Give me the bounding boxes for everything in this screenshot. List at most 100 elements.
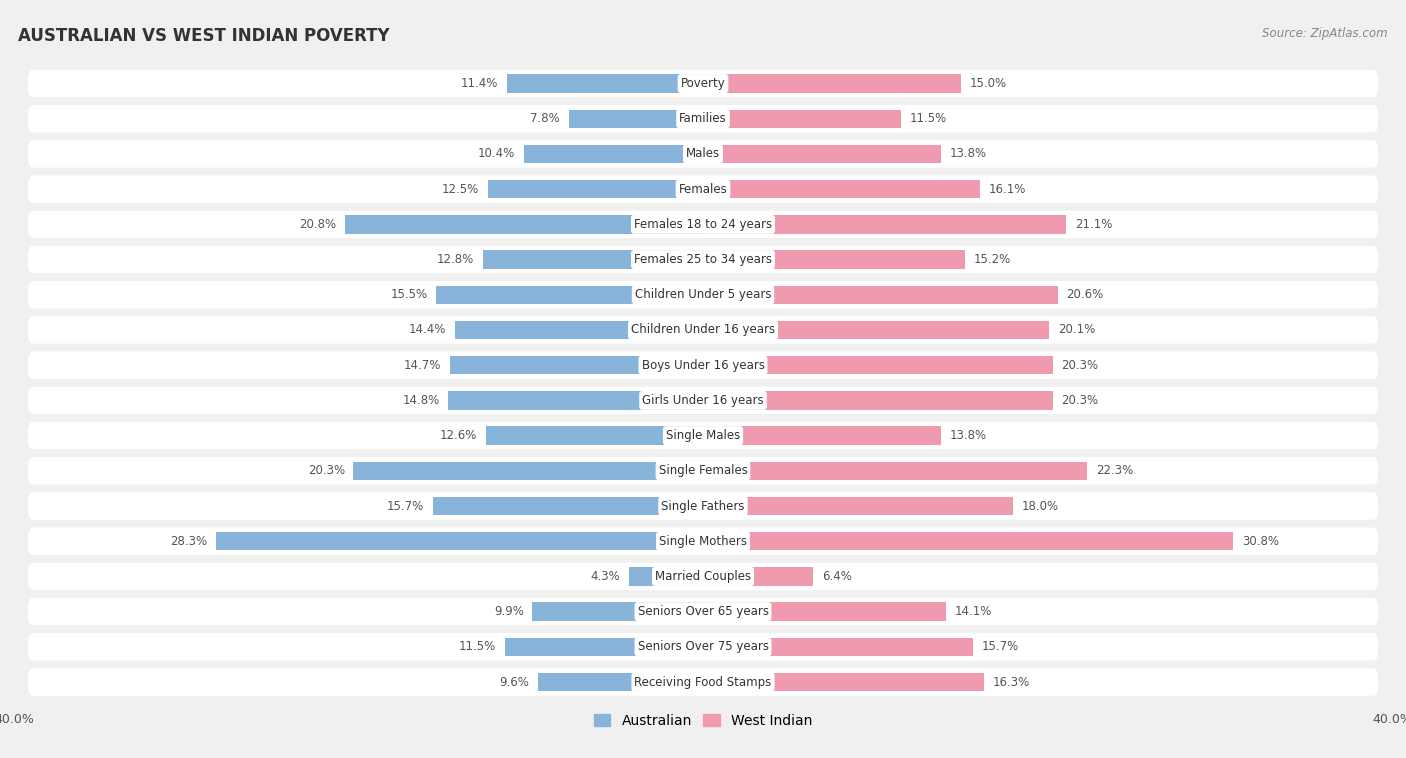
Bar — [450, 356, 703, 374]
Text: 22.3%: 22.3% — [1095, 465, 1133, 478]
Text: 9.9%: 9.9% — [494, 605, 524, 618]
Bar — [449, 391, 703, 409]
Text: 10.4%: 10.4% — [478, 148, 515, 161]
Bar — [436, 286, 703, 304]
Text: 11.5%: 11.5% — [460, 641, 496, 653]
FancyBboxPatch shape — [28, 387, 1378, 414]
FancyBboxPatch shape — [28, 598, 1378, 625]
Bar — [533, 603, 703, 621]
Text: Males: Males — [686, 148, 720, 161]
Text: 12.5%: 12.5% — [441, 183, 479, 196]
Text: 18.0%: 18.0% — [1022, 500, 1059, 512]
Text: 11.5%: 11.5% — [910, 112, 946, 125]
Text: 14.1%: 14.1% — [955, 605, 991, 618]
FancyBboxPatch shape — [28, 175, 1378, 203]
Bar — [703, 603, 946, 621]
Text: 15.7%: 15.7% — [981, 641, 1019, 653]
Text: Females 25 to 34 years: Females 25 to 34 years — [634, 253, 772, 266]
Bar — [537, 673, 703, 691]
Text: Seniors Over 65 years: Seniors Over 65 years — [637, 605, 769, 618]
FancyBboxPatch shape — [28, 528, 1378, 555]
Text: Single Females: Single Females — [658, 465, 748, 478]
Bar — [456, 321, 703, 339]
Bar — [488, 180, 703, 199]
Text: 20.8%: 20.8% — [299, 218, 336, 231]
Bar — [703, 250, 965, 269]
Text: Females 18 to 24 years: Females 18 to 24 years — [634, 218, 772, 231]
Bar — [628, 567, 703, 586]
Text: 15.2%: 15.2% — [973, 253, 1011, 266]
Bar — [703, 532, 1233, 550]
Bar — [703, 567, 813, 586]
Bar — [703, 427, 941, 445]
Text: Receiving Food Stamps: Receiving Food Stamps — [634, 675, 772, 688]
Text: 30.8%: 30.8% — [1241, 534, 1279, 548]
Text: Married Couples: Married Couples — [655, 570, 751, 583]
Bar — [703, 673, 984, 691]
Text: AUSTRALIAN VS WEST INDIAN POVERTY: AUSTRALIAN VS WEST INDIAN POVERTY — [18, 27, 389, 45]
Text: 7.8%: 7.8% — [530, 112, 560, 125]
Text: 20.3%: 20.3% — [1062, 394, 1098, 407]
Bar — [703, 391, 1053, 409]
FancyBboxPatch shape — [28, 422, 1378, 449]
Text: 12.8%: 12.8% — [437, 253, 474, 266]
Text: 9.6%: 9.6% — [499, 675, 529, 688]
FancyBboxPatch shape — [28, 105, 1378, 133]
Text: 4.3%: 4.3% — [591, 570, 620, 583]
Text: Poverty: Poverty — [681, 77, 725, 90]
Text: 20.1%: 20.1% — [1057, 324, 1095, 337]
Bar — [703, 110, 901, 128]
Bar — [506, 74, 703, 92]
Bar — [703, 637, 973, 656]
Text: 14.4%: 14.4% — [409, 324, 446, 337]
Text: Boys Under 16 years: Boys Under 16 years — [641, 359, 765, 371]
Bar — [703, 180, 980, 199]
Text: 13.8%: 13.8% — [949, 429, 987, 442]
Text: Girls Under 16 years: Girls Under 16 years — [643, 394, 763, 407]
FancyBboxPatch shape — [28, 316, 1378, 343]
Bar — [353, 462, 703, 480]
Text: Families: Families — [679, 112, 727, 125]
FancyBboxPatch shape — [28, 352, 1378, 379]
Bar — [215, 532, 703, 550]
Text: 20.6%: 20.6% — [1066, 288, 1104, 301]
Text: 14.8%: 14.8% — [402, 394, 440, 407]
Text: 20.3%: 20.3% — [308, 465, 344, 478]
Text: Seniors Over 75 years: Seniors Over 75 years — [637, 641, 769, 653]
Bar — [703, 215, 1066, 233]
FancyBboxPatch shape — [28, 70, 1378, 97]
Text: 11.4%: 11.4% — [461, 77, 498, 90]
Bar — [486, 427, 703, 445]
Text: 15.7%: 15.7% — [387, 500, 425, 512]
Bar — [703, 286, 1057, 304]
Text: Females: Females — [679, 183, 727, 196]
FancyBboxPatch shape — [28, 492, 1378, 520]
Text: 14.7%: 14.7% — [404, 359, 441, 371]
Bar — [482, 250, 703, 269]
Text: Children Under 5 years: Children Under 5 years — [634, 288, 772, 301]
Bar — [505, 637, 703, 656]
FancyBboxPatch shape — [28, 246, 1378, 274]
Text: 20.3%: 20.3% — [1062, 359, 1098, 371]
Bar — [524, 145, 703, 163]
Bar — [344, 215, 703, 233]
Bar — [703, 496, 1012, 515]
Text: Source: ZipAtlas.com: Source: ZipAtlas.com — [1263, 27, 1388, 39]
Bar — [703, 356, 1053, 374]
Legend: Australian, West Indian: Australian, West Indian — [588, 708, 818, 734]
FancyBboxPatch shape — [28, 140, 1378, 168]
Bar — [703, 145, 941, 163]
Text: 15.0%: 15.0% — [970, 77, 1007, 90]
Text: 6.4%: 6.4% — [823, 570, 852, 583]
Text: 12.6%: 12.6% — [440, 429, 478, 442]
Bar — [568, 110, 703, 128]
Text: 16.3%: 16.3% — [993, 675, 1029, 688]
Text: Children Under 16 years: Children Under 16 years — [631, 324, 775, 337]
Text: 16.1%: 16.1% — [988, 183, 1026, 196]
FancyBboxPatch shape — [28, 562, 1378, 590]
Bar — [433, 496, 703, 515]
Text: Single Males: Single Males — [666, 429, 740, 442]
Text: 15.5%: 15.5% — [391, 288, 427, 301]
FancyBboxPatch shape — [28, 633, 1378, 660]
FancyBboxPatch shape — [28, 211, 1378, 238]
